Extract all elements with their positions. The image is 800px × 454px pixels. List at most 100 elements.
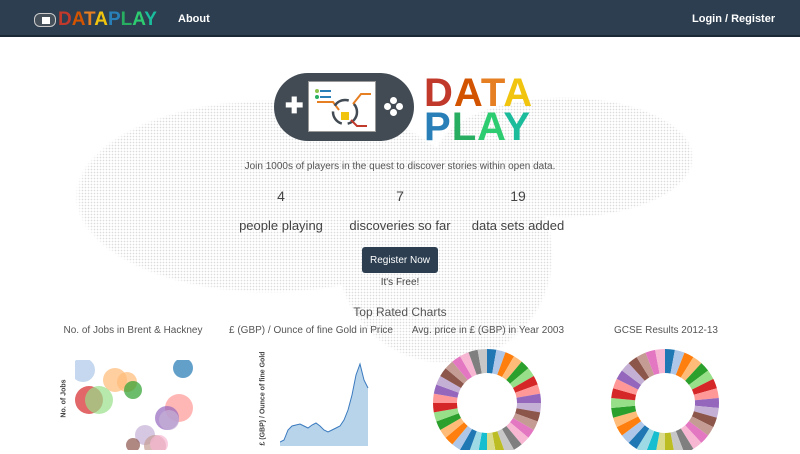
logo-letter: Y — [503, 105, 532, 149]
donut-slice — [515, 408, 541, 422]
donut-slice — [468, 349, 482, 375]
donut-slice — [691, 378, 717, 395]
donut-slice — [516, 403, 542, 413]
donut-slice — [452, 426, 472, 450]
stat-datasets: 19 data sets added — [448, 188, 588, 233]
donut-slice — [621, 421, 645, 443]
gold-area-thumbnail[interactable] — [280, 360, 370, 446]
donut-slice — [680, 425, 702, 449]
logo-letter: D — [424, 71, 454, 115]
logo-screen — [308, 81, 376, 132]
brand-letter: T — [84, 9, 95, 30]
stat-label: people playing — [239, 218, 323, 233]
donut-slice — [611, 405, 637, 418]
donut-slice — [613, 378, 639, 395]
donut-slice — [487, 432, 496, 450]
donut-slice — [628, 357, 650, 381]
register-now-button[interactable]: Register Now — [362, 247, 438, 273]
donut-slice — [655, 348, 665, 374]
donut-slice — [693, 405, 719, 418]
nav-about[interactable]: About — [178, 13, 210, 25]
donut-slice — [497, 429, 514, 450]
donut-slice — [616, 416, 642, 436]
chart-title-avg-price[interactable]: Avg. price in £ (GBP) in Year 2003 — [411, 325, 565, 336]
stat-players: 4 people playing — [211, 188, 351, 233]
bubble — [75, 360, 95, 382]
donut-slice — [460, 429, 477, 450]
dpad-icon: ✚ — [285, 93, 304, 118]
donut-slice — [497, 352, 514, 377]
area-line — [280, 362, 369, 443]
donut-slice — [513, 413, 538, 430]
donut-slice — [436, 413, 461, 430]
logo-letter: A — [477, 105, 504, 149]
donut-slice — [506, 361, 529, 384]
donut-slice — [513, 376, 538, 393]
brand-letter: Y — [144, 9, 157, 30]
donut-slice — [670, 349, 685, 375]
donut-slice — [646, 431, 660, 450]
brand-letter: D — [58, 9, 72, 30]
bubble — [173, 360, 193, 378]
avg-price-donut-thumbnail[interactable] — [432, 348, 542, 450]
logo-text-play: PLAY — [424, 107, 531, 147]
logo-text-data: DATA — [424, 73, 533, 113]
logo-letter: A — [503, 71, 534, 115]
donut-slice — [516, 393, 542, 403]
navbar: DATAPLAY About Login / Register — [0, 0, 800, 37]
gamepad-icon — [34, 13, 56, 27]
donut-slice — [433, 408, 459, 422]
chart-title-jobs[interactable]: No. of Jobs in Brent & Hackney — [63, 325, 203, 336]
donut-slice — [636, 352, 655, 378]
brand-letter: P — [107, 9, 121, 30]
donut-slice — [636, 428, 655, 450]
donut-slice — [510, 418, 534, 438]
donut-slice — [621, 363, 645, 385]
stat-label: discoveries so far — [349, 218, 451, 233]
donut-slice — [675, 352, 694, 378]
donut-slice — [611, 388, 637, 401]
donut-slice — [445, 422, 468, 445]
brand-letter: A — [132, 9, 145, 30]
stat-discoveries: 7 discoveries so far — [330, 188, 470, 233]
donut-slice — [440, 368, 464, 388]
donut-slice — [506, 422, 529, 445]
donut-slice — [469, 431, 482, 450]
brand-letter: A — [71, 9, 85, 30]
brand-letter: A — [94, 9, 108, 30]
chart-title-gcse[interactable]: GCSE Results 2012-13 — [614, 325, 718, 336]
donut-slice — [645, 349, 660, 375]
nav-login-register[interactable]: Login / Register — [692, 13, 776, 25]
brand-wordmark: DATAPLAY — [58, 9, 157, 31]
free-note: It's Free! — [380, 277, 420, 288]
logo-letter: L — [451, 105, 478, 149]
donut-slice — [502, 356, 522, 380]
top-rated-title: Top Rated Charts — [353, 305, 447, 319]
gcse-donut-thumbnail[interactable] — [610, 348, 720, 450]
stat-value: 7 — [396, 188, 404, 204]
donut-slice — [478, 432, 487, 450]
donut-slice — [694, 398, 720, 408]
donut-slice — [510, 368, 534, 388]
logo-letter: T — [480, 71, 504, 115]
chart-title-gold[interactable]: £ (GBP) / Ounce of fine Gold in Price — [229, 325, 393, 336]
donut-slice — [432, 393, 458, 403]
tagline: Join 1000s of players in the quest to di… — [244, 161, 556, 172]
brand-logo[interactable]: DATAPLAY — [34, 9, 157, 31]
bubble — [124, 381, 142, 399]
donut-slice — [432, 403, 458, 413]
bubble — [159, 410, 179, 430]
donut-slice — [685, 363, 709, 385]
donut-slice — [628, 425, 650, 449]
donut-slice — [610, 398, 636, 408]
donut-slice — [665, 432, 674, 450]
donut-slice — [445, 361, 468, 384]
jobs-bubble-thumbnail[interactable] — [75, 360, 195, 450]
donut-slice — [616, 370, 642, 390]
jobs-ylabel: No. of Jobs — [60, 379, 68, 418]
donut-slice — [670, 431, 684, 450]
donut-slice — [452, 356, 472, 380]
donut-slice — [440, 418, 464, 438]
donut-slice — [460, 352, 477, 377]
donut-slice — [665, 348, 675, 374]
